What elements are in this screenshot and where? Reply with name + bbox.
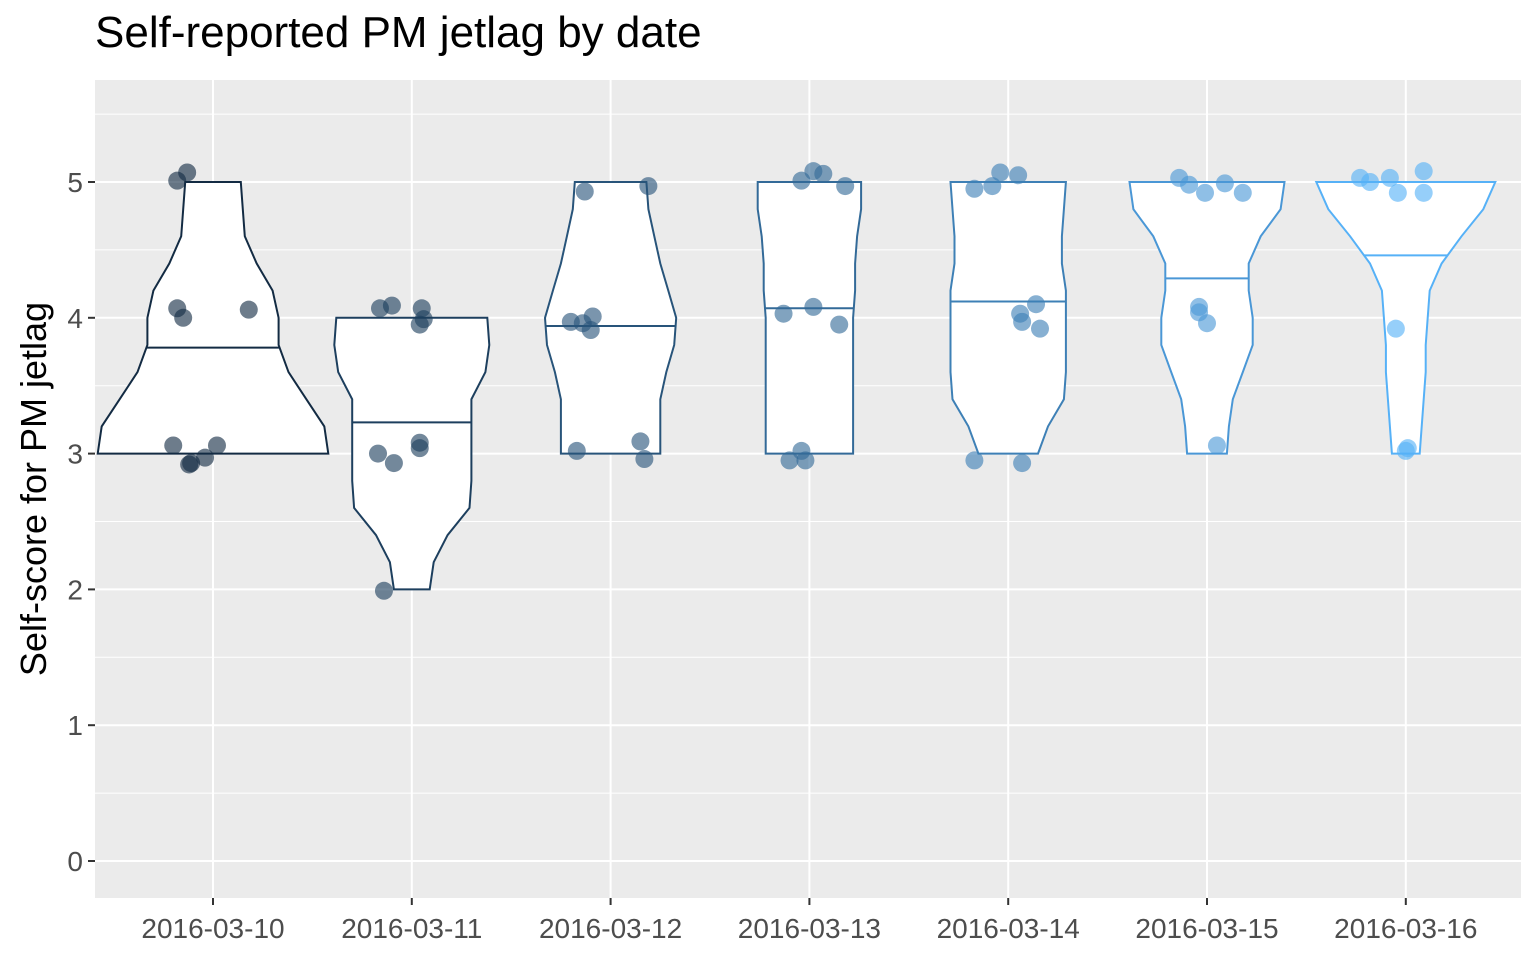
- data-point: [1207, 436, 1226, 455]
- y-axis-title: Self-score for PM jetlag: [13, 302, 54, 676]
- data-point: [1013, 312, 1032, 331]
- data-point: [575, 182, 594, 201]
- data-point: [384, 454, 403, 473]
- data-point: [178, 163, 197, 182]
- data-point: [581, 321, 600, 340]
- data-point: [1386, 319, 1405, 338]
- data-point: [1196, 183, 1215, 202]
- data-point: [239, 300, 258, 319]
- data-point: [382, 296, 401, 315]
- data-point: [814, 164, 833, 183]
- data-point: [180, 455, 199, 474]
- data-point: [780, 451, 799, 470]
- data-point: [796, 451, 815, 470]
- violin-2016-03-14: [949, 181, 1067, 455]
- data-point: [410, 439, 429, 458]
- x-tick-label: 2016-03-14: [937, 913, 1080, 944]
- data-point: [567, 441, 586, 460]
- data-point: [1027, 295, 1046, 314]
- data-point: [774, 304, 793, 323]
- data-point: [1233, 183, 1252, 202]
- data-point: [1198, 314, 1216, 333]
- y-tick-label: 0: [67, 846, 83, 877]
- data-point: [164, 436, 183, 455]
- y-tick-label: 1: [67, 710, 83, 741]
- data-point: [1361, 173, 1380, 191]
- data-point: [369, 444, 388, 463]
- chart-title: Self-reported PM jetlag by date: [95, 8, 702, 57]
- minor-gridlines: [95, 113, 1521, 794]
- data-point: [1396, 441, 1415, 460]
- x-tick-label: 2016-03-10: [141, 913, 284, 944]
- data-point: [1414, 183, 1433, 202]
- x-tick-label: 2016-03-11: [341, 913, 482, 944]
- data-point: [830, 315, 849, 334]
- x-tick-label: 2016-03-12: [539, 913, 682, 944]
- violin-2016-03-13: [756, 181, 863, 455]
- data-point: [983, 177, 1002, 196]
- data-point: [207, 436, 226, 455]
- data-point: [196, 448, 215, 467]
- data-point: [1388, 183, 1407, 202]
- data-point: [1013, 454, 1032, 473]
- data-point: [1380, 168, 1399, 187]
- y-tick-label: 4: [67, 303, 83, 334]
- x-tick-label: 2016-03-13: [738, 913, 881, 944]
- data-point: [174, 308, 193, 327]
- data-point: [1215, 174, 1234, 193]
- violin-2016-03-11: [333, 316, 491, 591]
- violin-layer: [96, 181, 1497, 591]
- data-point: [639, 177, 658, 196]
- data-point: [1414, 162, 1433, 181]
- y-axis: 0 1 2 3 4 5: [67, 167, 95, 877]
- x-tick-label: 2016-03-16: [1334, 913, 1477, 944]
- violin-2016-03-12: [543, 181, 678, 455]
- data-point: [1180, 175, 1199, 194]
- violin-2016-03-16: [1314, 181, 1497, 455]
- data-point: [631, 432, 650, 451]
- y-tick-label: 5: [67, 167, 83, 198]
- data-point: [374, 581, 393, 600]
- point-layer: [164, 162, 1433, 600]
- data-point: [583, 307, 602, 326]
- data-point: [991, 163, 1010, 182]
- x-axis: 2016-03-10 2016-03-11 2016-03-12 2016-03-13…: [141, 898, 1477, 944]
- data-point: [1009, 166, 1028, 185]
- data-point: [965, 451, 984, 470]
- data-point: [965, 179, 984, 198]
- data-point: [635, 450, 654, 469]
- data-point: [1031, 319, 1050, 338]
- data-point: [836, 177, 855, 196]
- x-tick-label: 2016-03-15: [1135, 913, 1278, 944]
- data-point: [410, 315, 429, 334]
- data-point: [804, 297, 823, 316]
- y-tick-label: 3: [67, 439, 83, 470]
- y-tick-label: 2: [67, 574, 83, 605]
